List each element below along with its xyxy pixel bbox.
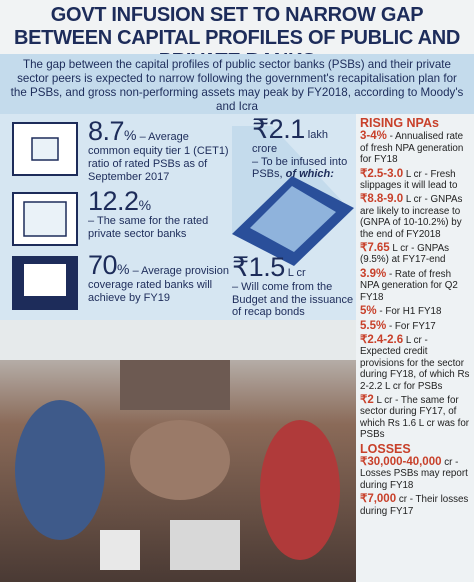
- section-heading: LOSSES: [360, 441, 411, 456]
- list-item: 3.9% - Rate of fresh NPA generation for …: [360, 267, 471, 303]
- item-highlight: ₹7.65: [360, 242, 390, 255]
- list-item: ₹2 L cr - The same for sector during FY1…: [360, 393, 471, 441]
- item-text: - Rate of fresh NPA generation for Q2 FY…: [360, 268, 458, 303]
- stat-value: 12.2: [88, 186, 139, 216]
- stat-text: 70% – Average provision coverage rated b…: [88, 252, 230, 305]
- item-highlight: 5%: [360, 305, 377, 318]
- list-item: ₹7,000 cr - Their losses during FY17: [360, 493, 471, 517]
- item-text: - For FY17: [386, 320, 436, 332]
- list-item: 5% - For H1 FY18: [360, 305, 471, 318]
- item-text: cr - Their losses during FY17: [360, 494, 469, 517]
- item-text: L cr - Fresh slippages it will lead to: [360, 168, 458, 192]
- infusion-budget: ₹1.5 L cr – Will come from the Budget and…: [232, 254, 354, 319]
- diamond-graphic: [232, 126, 354, 266]
- stat-value: 70: [88, 250, 118, 280]
- item-text: L cr - GNPAs are likely to increase to (…: [360, 194, 463, 240]
- stat-desc: – The same for the rated private sector …: [88, 215, 209, 240]
- item-highlight: ₹8.8-9.0: [360, 193, 404, 206]
- list-item: ₹8.8-9.0 L cr - GNPAs are likely to incr…: [360, 194, 471, 240]
- item-highlight: 5.5%: [360, 319, 387, 332]
- list-item: ₹7.65 L cr - GNPAs (9.5%) at FY17-end: [360, 242, 471, 266]
- total-desc: – To be infused into PSBs,: [252, 155, 348, 181]
- item-highlight: ₹7,000: [360, 493, 397, 506]
- icon: [12, 256, 78, 310]
- list-item: ₹2.5-3.0 L cr - Fresh slippages it will …: [360, 167, 471, 192]
- item-text: - For H1 FY18: [376, 306, 442, 318]
- icon: [12, 122, 78, 176]
- stat: 70% – Average provision coverage rated b…: [8, 252, 230, 318]
- item-highlight: ₹2: [360, 393, 374, 406]
- section-heading: RISING NPAs: [360, 116, 439, 130]
- list-item: ₹30,000-40,000 cr - Losses PSBs may repo…: [360, 455, 471, 491]
- budget-desc: – Will come from the Budget and the issu…: [232, 281, 354, 318]
- infusion: ₹2.1 lakh crore – To be infused into PSBs…: [232, 116, 354, 320]
- icon: [12, 192, 78, 246]
- stat-desc: – Average common equity tier 1 (CET1) ra…: [88, 131, 229, 183]
- total-value: ₹2.1: [252, 114, 305, 144]
- title: GOVT INFUSION SET TO NARROW GAP BETWEEN …: [0, 0, 474, 72]
- total-emphasis: of which:: [285, 168, 334, 180]
- stat: 8.7% – Average common equity tier 1 (CET…: [8, 118, 230, 184]
- stat: 12.2% – The same for the rated private se…: [8, 188, 230, 254]
- npa-panel: RISING NPAs 3-4% - Annualised rate of fre…: [356, 114, 474, 582]
- item-text: - Annualised rate of fresh NPA generatio…: [360, 131, 464, 166]
- stat-unit: %: [124, 127, 137, 143]
- stat-desc: – Average provision coverage rated banks…: [88, 265, 229, 304]
- stat-unit: %: [117, 261, 130, 277]
- item-highlight: ₹2.5-3.0: [360, 167, 404, 180]
- item-highlight: ₹30,000-40,000: [360, 455, 442, 468]
- list-item: 5.5% - For FY17: [360, 319, 471, 332]
- item-highlight: 3-4%: [360, 130, 387, 143]
- list-item: ₹2.4-2.6 L cr - Expected credit provisio…: [360, 333, 471, 392]
- subtitle: The gap between the capital profiles of …: [0, 54, 474, 114]
- stat-text: 12.2% – The same for the rated private se…: [88, 188, 230, 241]
- item-highlight: ₹2.4-2.6: [360, 333, 404, 346]
- budget-value: ₹1.5: [232, 252, 285, 282]
- item-text: L cr - GNPAs (9.5%) at FY17-end: [360, 243, 450, 266]
- infusion-total: ₹2.1 lakh crore – To be infused into PSBs…: [252, 116, 354, 181]
- stat-value: 8.7: [88, 116, 125, 146]
- item-text: cr - Losses PSBs may report during FY18: [360, 456, 468, 491]
- photo: [0, 320, 356, 582]
- stat-text: 8.7% – Average common equity tier 1 (CET…: [88, 118, 230, 184]
- total-unit: lakh crore: [252, 129, 328, 155]
- list-item: 3-4% - Annualised rate of fresh NPA gene…: [360, 130, 471, 166]
- item-text: L cr - The same for sector during FY17, …: [360, 394, 470, 441]
- stat-unit: %: [138, 197, 152, 213]
- budget-unit: L cr: [287, 267, 306, 279]
- item-highlight: 3.9%: [360, 267, 387, 280]
- item-text: L cr - Expected credit provisions for th…: [360, 334, 470, 392]
